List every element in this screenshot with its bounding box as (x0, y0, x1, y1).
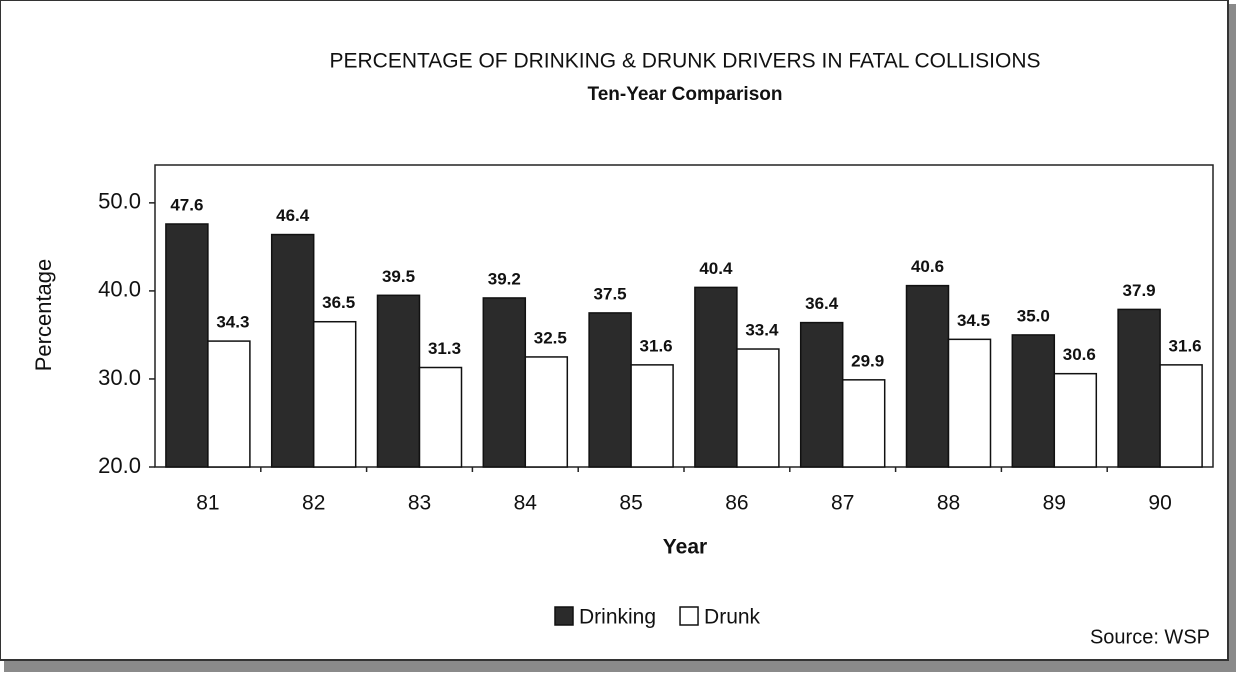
y-tick-label: 20.0 (98, 453, 141, 478)
bar (588, 312, 632, 468)
x-tick-label: 88 (937, 492, 960, 515)
value-label: 34.5 (957, 311, 990, 330)
bar (694, 286, 738, 468)
value-label: 37.9 (1123, 281, 1156, 300)
x-tick-label: 85 (619, 492, 642, 515)
value-label: 31.6 (1169, 336, 1202, 355)
bar (947, 338, 992, 468)
value-label: 37.5 (594, 284, 627, 303)
value-label: 35.0 (1017, 306, 1050, 325)
value-label: 47.6 (170, 195, 203, 214)
chart-subtitle: Ten-Year Comparison (588, 84, 783, 105)
bar (1011, 334, 1056, 468)
y-tick-label: 30.0 (98, 365, 141, 390)
bar (736, 348, 780, 468)
x-tick-label: 87 (831, 492, 854, 515)
y-tick-label: 40.0 (98, 277, 141, 302)
bar (376, 294, 421, 468)
bar (524, 356, 569, 468)
y-tick-label: 50.0 (98, 189, 141, 214)
bar (418, 366, 463, 468)
chart-title: PERCENTAGE OF DRINKING & DRUNK DRIVERS I… (329, 50, 1040, 73)
y-axis-label: Percentage (31, 259, 56, 372)
x-tick-label: 86 (725, 492, 748, 515)
bar (1053, 372, 1098, 468)
value-label: 31.3 (428, 339, 461, 358)
value-label: 39.5 (382, 267, 415, 286)
legend-swatch (679, 606, 699, 626)
value-label: 30.6 (1063, 345, 1096, 364)
source: Source: WSP (1090, 626, 1210, 648)
value-label: 40.6 (911, 257, 944, 276)
value-label: 32.5 (534, 328, 567, 347)
value-label: 46.4 (276, 206, 310, 225)
x-tick-label: 82 (302, 492, 325, 515)
bar (207, 340, 251, 468)
bar (799, 321, 844, 468)
bar (1117, 308, 1161, 468)
bar (841, 379, 886, 468)
bar (270, 233, 315, 468)
bar (165, 223, 209, 468)
value-label: 33.4 (745, 321, 779, 340)
legend-label: Drinking (579, 606, 656, 629)
legend-label: Drunk (704, 606, 761, 629)
bar (905, 284, 950, 468)
x-tick-label: 81 (196, 492, 219, 515)
x-tick-label: 90 (1148, 492, 1171, 515)
x-tick-label: 89 (1043, 492, 1066, 515)
bar (482, 297, 527, 468)
value-label: 29.9 (851, 351, 884, 370)
x-tick-label: 84 (514, 492, 538, 515)
value-label: 36.4 (805, 294, 839, 313)
value-label: 31.6 (640, 336, 673, 355)
value-label: 39.2 (488, 269, 521, 288)
bar (312, 320, 357, 468)
bar (630, 364, 674, 468)
value-label: 36.5 (322, 293, 355, 312)
value-label: 34.3 (216, 313, 249, 332)
bar (1159, 364, 1203, 468)
value-label: 40.4 (699, 259, 733, 278)
legend-swatch (554, 606, 574, 626)
x-axis-label: Year (663, 536, 707, 559)
x-tick-label: 83 (408, 492, 431, 515)
